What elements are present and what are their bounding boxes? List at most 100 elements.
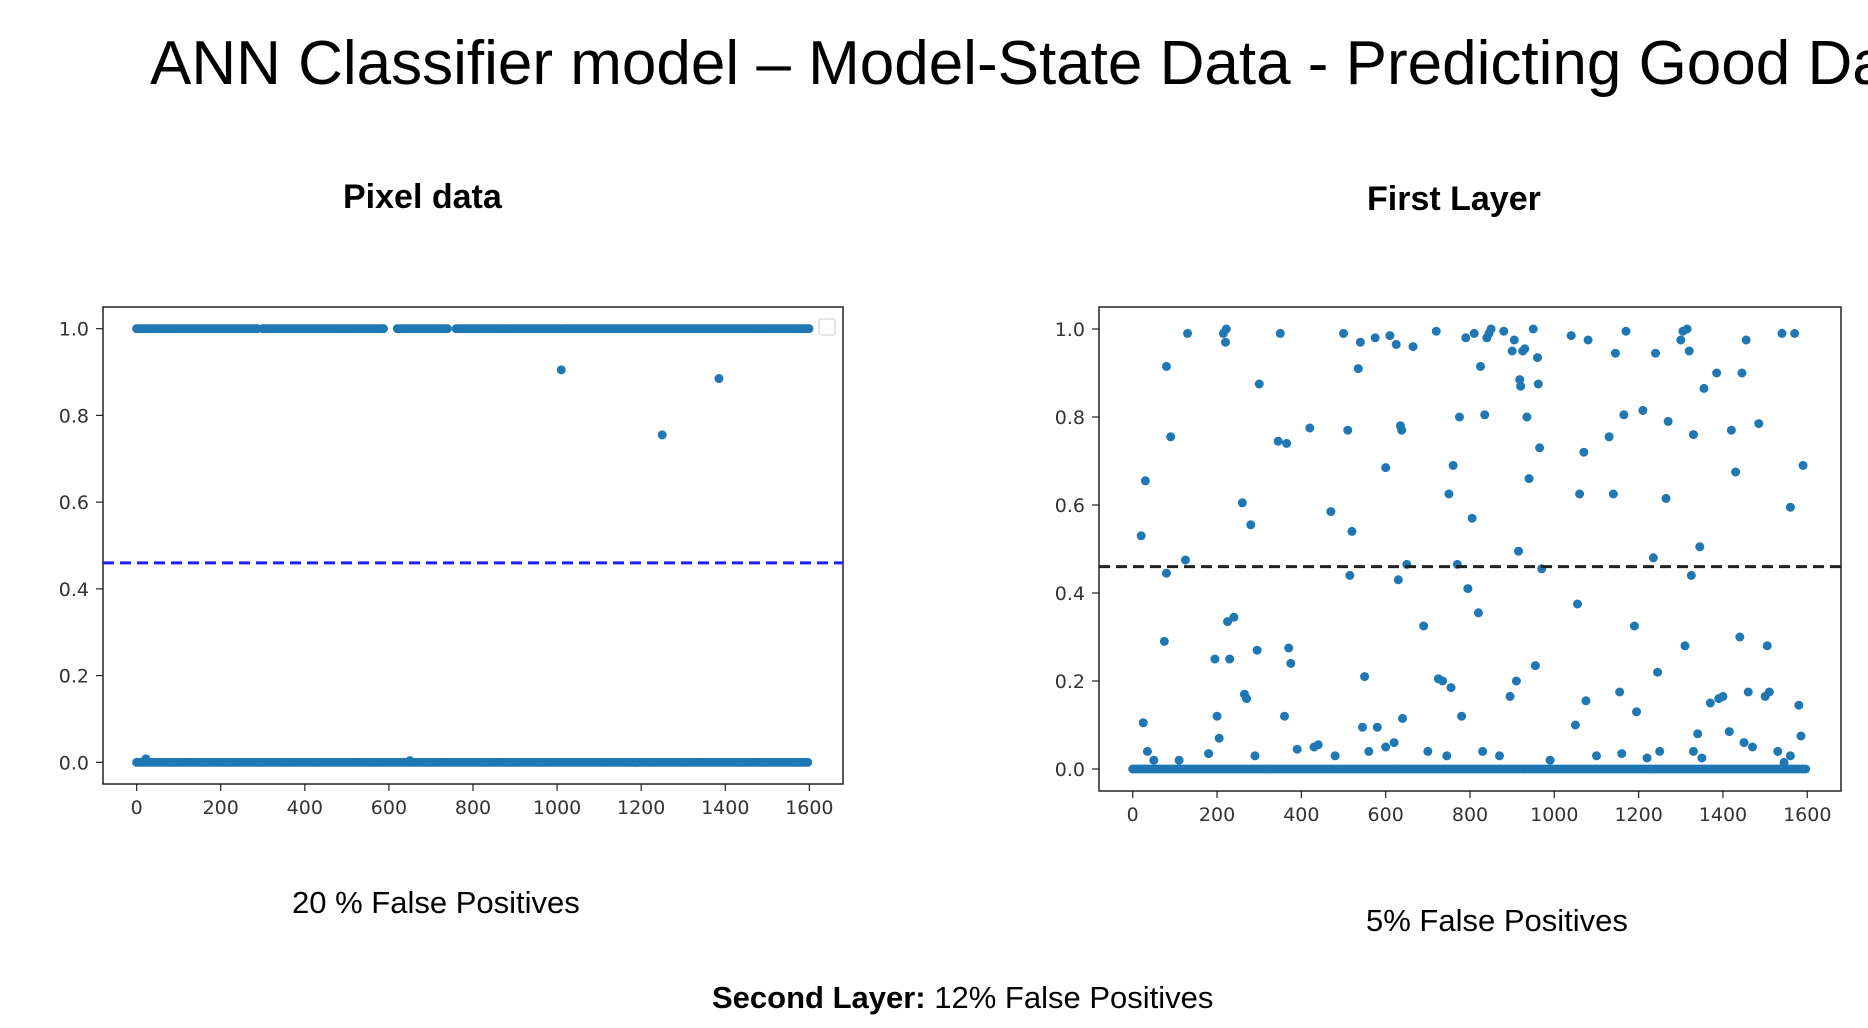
data-point bbox=[1221, 324, 1231, 334]
data-point bbox=[1292, 744, 1302, 754]
data-point bbox=[1737, 368, 1747, 378]
data-point bbox=[1495, 751, 1505, 761]
data-point bbox=[1360, 672, 1370, 682]
data-point bbox=[405, 756, 415, 766]
data-point bbox=[1223, 617, 1233, 627]
x-tick-label: 800 bbox=[1452, 804, 1488, 826]
data-point bbox=[1653, 667, 1663, 677]
data-point bbox=[1718, 691, 1728, 701]
data-point bbox=[141, 754, 151, 764]
data-point bbox=[657, 430, 667, 440]
data-point bbox=[1724, 727, 1734, 737]
data-point bbox=[1463, 584, 1473, 594]
data-point bbox=[1684, 346, 1694, 356]
x-tick-label: 1000 bbox=[1530, 804, 1578, 826]
data-point bbox=[1699, 383, 1709, 393]
data-point bbox=[1229, 612, 1239, 622]
data-point bbox=[1408, 342, 1418, 352]
data-point bbox=[1642, 753, 1652, 763]
data-point bbox=[1159, 636, 1169, 646]
data-point bbox=[1372, 722, 1382, 732]
data-point bbox=[1688, 746, 1698, 756]
data-point bbox=[1309, 742, 1319, 752]
data-point bbox=[1530, 661, 1540, 671]
data-point bbox=[1214, 733, 1224, 743]
x-tick-label: 0 bbox=[131, 797, 143, 819]
data-point bbox=[1225, 654, 1235, 664]
x-tick-label: 1200 bbox=[617, 797, 665, 819]
data-point bbox=[1798, 460, 1808, 470]
y-tick-label: 0.0 bbox=[59, 752, 89, 774]
data-point bbox=[1161, 568, 1171, 578]
data-point bbox=[1161, 361, 1171, 371]
data-point bbox=[1220, 337, 1230, 347]
y-tick-label: 0.8 bbox=[1055, 407, 1085, 429]
data-point bbox=[1779, 757, 1789, 767]
data-point bbox=[1286, 658, 1296, 668]
data-point bbox=[1355, 337, 1365, 347]
slide-title: ANN Classifier model – Model-State Data … bbox=[150, 29, 1868, 98]
data-point bbox=[714, 374, 724, 384]
data-point bbox=[1446, 683, 1456, 693]
y-tick-label: 1.0 bbox=[1055, 319, 1085, 341]
data-point bbox=[1476, 361, 1486, 371]
data-point bbox=[1528, 324, 1538, 334]
data-point bbox=[1573, 599, 1583, 609]
x-tick-label: 600 bbox=[371, 797, 407, 819]
x-tick-label: 600 bbox=[1368, 804, 1404, 826]
data-point bbox=[1739, 738, 1749, 748]
data-point bbox=[1478, 746, 1488, 756]
data-point bbox=[1655, 746, 1665, 756]
data-point bbox=[1676, 335, 1686, 345]
data-point bbox=[1442, 751, 1452, 761]
data-point bbox=[1343, 425, 1353, 435]
data-point bbox=[1661, 493, 1671, 503]
y-tick-label: 0.6 bbox=[59, 492, 89, 514]
data-point bbox=[1149, 755, 1159, 765]
data-point bbox=[1651, 348, 1660, 358]
data-point bbox=[1648, 553, 1658, 563]
data-point bbox=[1282, 438, 1292, 448]
data-point bbox=[1545, 755, 1555, 765]
data-point bbox=[1794, 700, 1804, 710]
x-tick-label: 1200 bbox=[1614, 804, 1662, 826]
data-point bbox=[1520, 344, 1530, 354]
y-tick-label: 1.0 bbox=[59, 319, 89, 341]
data-point bbox=[1370, 333, 1380, 343]
x-tick-label: 200 bbox=[1199, 804, 1235, 826]
data-point bbox=[1273, 436, 1283, 446]
data-point bbox=[1680, 641, 1690, 651]
data-point bbox=[1579, 447, 1589, 457]
data-point bbox=[1532, 353, 1542, 363]
data-point bbox=[1212, 711, 1222, 721]
data-point bbox=[1204, 749, 1214, 759]
data-point bbox=[1385, 331, 1395, 341]
data-point bbox=[1762, 641, 1772, 651]
data-point bbox=[1242, 694, 1252, 704]
data-point bbox=[1621, 326, 1631, 336]
data-point bbox=[1615, 687, 1625, 697]
data-point bbox=[1454, 412, 1464, 422]
data-point bbox=[1305, 423, 1315, 433]
empty-legend bbox=[818, 318, 836, 336]
data-point bbox=[1364, 746, 1374, 756]
data-point bbox=[1444, 489, 1454, 499]
data-point bbox=[1695, 542, 1705, 552]
x-tick-label: 800 bbox=[455, 797, 491, 819]
data-point bbox=[1480, 410, 1490, 420]
data-point bbox=[1507, 346, 1517, 356]
plot-frame bbox=[102, 306, 844, 785]
data-point bbox=[1254, 379, 1264, 389]
right-chart-caption: 5% False Positives bbox=[1366, 903, 1628, 938]
data-point bbox=[1252, 645, 1262, 655]
data-point bbox=[1682, 324, 1692, 334]
data-point bbox=[1575, 489, 1585, 499]
data-point bbox=[1705, 698, 1715, 708]
data-point bbox=[442, 324, 452, 334]
right-chart-title: First Layer bbox=[1367, 180, 1541, 218]
data-point bbox=[1515, 375, 1525, 385]
data-point bbox=[1712, 368, 1722, 378]
data-point bbox=[1610, 348, 1620, 358]
data-point bbox=[1796, 731, 1806, 741]
data-point bbox=[1604, 432, 1614, 442]
